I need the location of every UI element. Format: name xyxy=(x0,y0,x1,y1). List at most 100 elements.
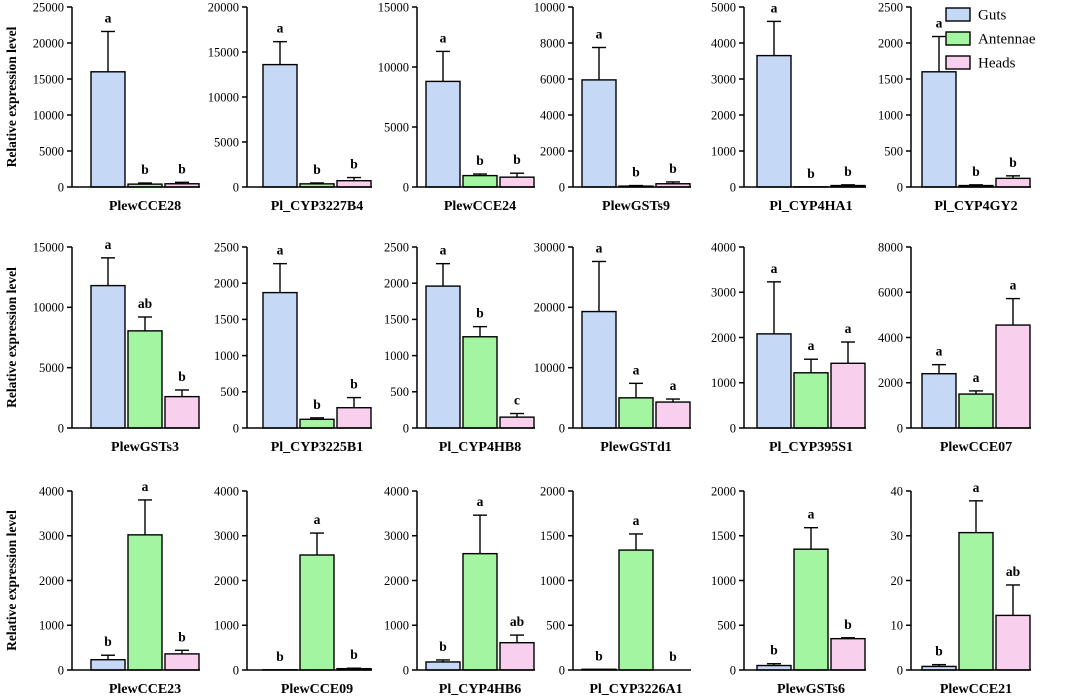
y-tick-label: 5000 xyxy=(214,135,239,149)
significance-letter-antennae: a xyxy=(973,480,980,495)
significance-letter-guts: a xyxy=(936,16,943,31)
bar-antennae xyxy=(462,552,498,671)
error-bar-antennae xyxy=(473,325,487,337)
x-axis-label: PlewCCE28 xyxy=(109,199,181,214)
significance-letter-antennae: b xyxy=(972,164,980,179)
error-bar-heads xyxy=(841,341,855,364)
y-tick-label: 2000 xyxy=(711,108,736,122)
chart-pl-cyp4ha1: a b b 0 1000 2000 3000 4000 5000 Pl_CYP4HA1 xyxy=(711,0,866,214)
y-tick-label: 1500 xyxy=(384,313,409,327)
error-bar-guts xyxy=(101,30,115,72)
bar-antennae xyxy=(299,554,335,671)
error-bar-guts xyxy=(932,663,946,667)
chart-pl-cyp4hb8: a b c 0 500 1000 1500 2000 2500 Pl_CYP4HB8 xyxy=(384,240,535,455)
bar-heads xyxy=(164,395,200,429)
y-tick-label: 0 xyxy=(559,663,565,677)
y-tick-label: 1500 xyxy=(540,529,565,543)
chart-plewgstd1: a a a 0 10000 20000 30000 PlewGSTd1 xyxy=(534,240,691,455)
significance-letter-heads: a xyxy=(670,378,677,393)
error-bar-antennae xyxy=(804,526,818,550)
bar-antennae xyxy=(958,531,994,671)
error-bar-heads xyxy=(1006,297,1020,326)
chart-pl-cyp395s1: a a a 0 1000 2000 3000 4000 Pl_CYP395S1 xyxy=(711,240,866,455)
y-tick-label: 2000 xyxy=(214,277,239,291)
legend-item-guts: Guts xyxy=(945,7,1007,24)
significance-letter-guts: a xyxy=(771,0,778,15)
y-tick-label: 0 xyxy=(730,663,736,677)
significance-letter-guts: a xyxy=(440,243,447,258)
bar-antennae xyxy=(462,336,498,429)
bar-guts xyxy=(581,79,617,188)
y-tick-label: 1000 xyxy=(39,619,64,633)
legend-item-heads: Heads xyxy=(945,55,1016,72)
bar-guts xyxy=(262,291,298,429)
error-bar-antennae xyxy=(473,514,487,554)
bar-guts xyxy=(90,71,126,188)
bar-guts xyxy=(425,80,461,188)
y-tick-label: 15000 xyxy=(33,240,64,254)
significance-letter-heads: b xyxy=(350,157,358,172)
chart-plewcce09: b a b 0 1000 2000 3000 4000 PlewCCE09 xyxy=(214,484,372,697)
y-tick-label: 0 xyxy=(897,663,903,677)
y-tick-label: 500 xyxy=(390,385,409,399)
error-bar-guts xyxy=(436,50,450,82)
y-tick-label: 15000 xyxy=(33,72,64,86)
significance-letter-antennae: ab xyxy=(138,296,152,311)
error-bar-antennae xyxy=(629,184,643,187)
chart-plewcce28: a b b 0 5000 10000 15000 20000 25000 PlewCCE28 Rel… xyxy=(4,0,200,214)
y-tick-label: 0 xyxy=(233,663,239,677)
legend-label-guts: Guts xyxy=(978,8,1007,24)
y-tick-label: 1000 xyxy=(384,349,409,363)
error-bar-antennae xyxy=(310,532,324,555)
bar-guts xyxy=(921,373,957,429)
y-tick-label: 2000 xyxy=(711,331,736,345)
significance-letter-antennae: b xyxy=(313,162,321,177)
y-tick-label: 6000 xyxy=(878,286,903,300)
bar-guts xyxy=(756,333,792,429)
error-bar-guts xyxy=(767,281,781,334)
y-tick-label: 1500 xyxy=(214,313,239,327)
legend-item-antennae: Antennae xyxy=(945,31,1036,48)
significance-letter-antennae: a xyxy=(314,512,321,527)
bar-heads xyxy=(499,416,535,429)
y-tick-label: 1000 xyxy=(214,349,239,363)
error-bar-heads xyxy=(1006,175,1020,179)
significance-letter-guts: b xyxy=(935,644,943,659)
y-tick-label: 0 xyxy=(58,663,64,677)
chart-plewgsts3: a ab b 0 5000 10000 15000 PlewGSTs3 Relative exp… xyxy=(4,237,200,455)
error-bar-heads xyxy=(347,176,361,181)
bar-guts xyxy=(425,285,461,429)
y-tick-label: 4000 xyxy=(384,484,409,498)
bar-heads xyxy=(499,176,535,188)
bar-guts xyxy=(90,284,126,429)
bar-heads xyxy=(830,637,866,671)
y-tick-label: 2000 xyxy=(878,36,903,50)
y-tick-label: 2000 xyxy=(711,484,736,498)
significance-letter-heads: b xyxy=(350,377,358,392)
significance-letter-guts: b xyxy=(276,649,284,664)
legend-swatch-guts xyxy=(945,7,971,22)
significance-letter-heads: c xyxy=(514,393,520,408)
y-tick-label: 1000 xyxy=(711,574,736,588)
bar-heads xyxy=(336,179,372,188)
significance-letter-antennae: a xyxy=(973,370,980,385)
error-bar-antennae xyxy=(804,358,818,373)
y-tick-label: 2500 xyxy=(214,240,239,254)
y-tick-label: 8000 xyxy=(540,36,565,50)
y-tick-label: 2000 xyxy=(540,144,565,158)
error-bar-antennae xyxy=(629,533,643,551)
y-tick-label: 25000 xyxy=(33,0,64,14)
bar-heads xyxy=(830,362,866,429)
y-tick-label: 0 xyxy=(897,180,903,194)
significance-letter-guts: a xyxy=(440,30,447,45)
y-tick-label: 0 xyxy=(897,421,903,435)
significance-letter-heads: ab xyxy=(510,614,524,629)
legend-label-antennae: Antennae xyxy=(978,32,1036,48)
significance-letter-heads: a xyxy=(1010,278,1017,293)
y-tick-label: 0 xyxy=(403,180,409,194)
y-tick-label: 10000 xyxy=(534,361,565,375)
bar-heads xyxy=(336,407,372,429)
x-axis-label: Pl_CYP395S1 xyxy=(769,440,853,455)
bar-guts xyxy=(425,661,461,671)
y-tick-label: 2000 xyxy=(384,277,409,291)
